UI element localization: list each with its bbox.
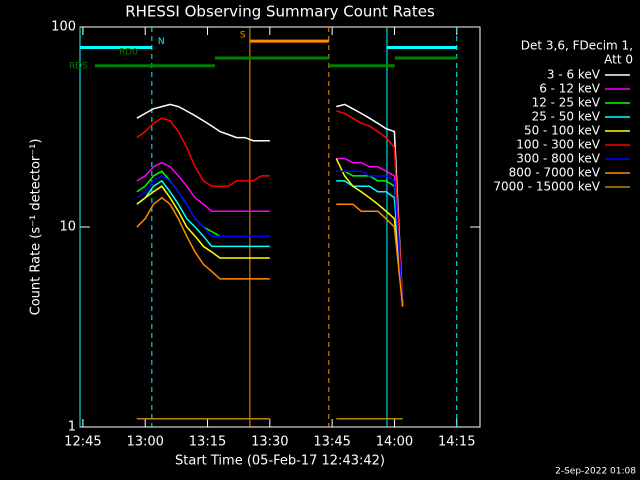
- legend-label: 7000 - 15000 keV: [493, 180, 600, 194]
- legend-label: 300 - 800 keV: [516, 152, 600, 166]
- flag-label: S: [240, 31, 246, 41]
- timestamp: 2-Sep-2022 01:08: [555, 467, 636, 477]
- legend-label: 100 - 300 keV: [516, 138, 600, 152]
- x-axis-label: Start Time (05-Feb-17 12:43:42): [175, 454, 385, 469]
- series-line: [136, 179, 404, 307]
- legend-label: 3 - 6 keV: [547, 68, 601, 82]
- legend-label: 12 - 25 keV: [532, 96, 601, 110]
- y-tick-label: 1: [68, 420, 76, 435]
- x-tick-label: 13:30: [251, 435, 288, 450]
- legend-label: 50 - 100 keV: [524, 124, 601, 138]
- legend-title: Det 3,6, FDecim 1,: [521, 39, 633, 53]
- flag-label: RDS: [69, 61, 88, 71]
- y-tick-label: 100: [51, 20, 76, 35]
- series-line: [136, 170, 404, 307]
- plot-frame: [79, 26, 481, 428]
- legend-label: 6 - 12 keV: [539, 82, 601, 96]
- legend-label: 800 - 7000 keV: [509, 166, 601, 180]
- y-tick-label: 10: [59, 220, 76, 235]
- x-tick-label: 14:00: [376, 435, 413, 450]
- series-line: [136, 196, 404, 307]
- chart-title: RHESSI Observing Summary Count Rates: [125, 3, 435, 21]
- x-tick-label: 13:15: [189, 435, 226, 450]
- y-axis-label: Count Rate (s⁻¹ detector⁻¹): [29, 139, 44, 316]
- legend-title: Att 0: [604, 53, 633, 67]
- series-line: [136, 170, 404, 307]
- series-line: [136, 157, 404, 307]
- x-tick-label: 13:45: [313, 435, 350, 450]
- flag-label: N: [158, 37, 165, 47]
- legend-label: 25 - 50 keV: [532, 110, 601, 124]
- series-line: [136, 110, 404, 307]
- x-tick-label: 12:45: [64, 435, 101, 450]
- x-tick-label: 14:15: [438, 435, 475, 450]
- flag-label: RD0: [119, 47, 138, 57]
- series-line: [136, 158, 404, 307]
- series-line: [136, 103, 404, 307]
- x-tick-label: 13:00: [126, 435, 163, 450]
